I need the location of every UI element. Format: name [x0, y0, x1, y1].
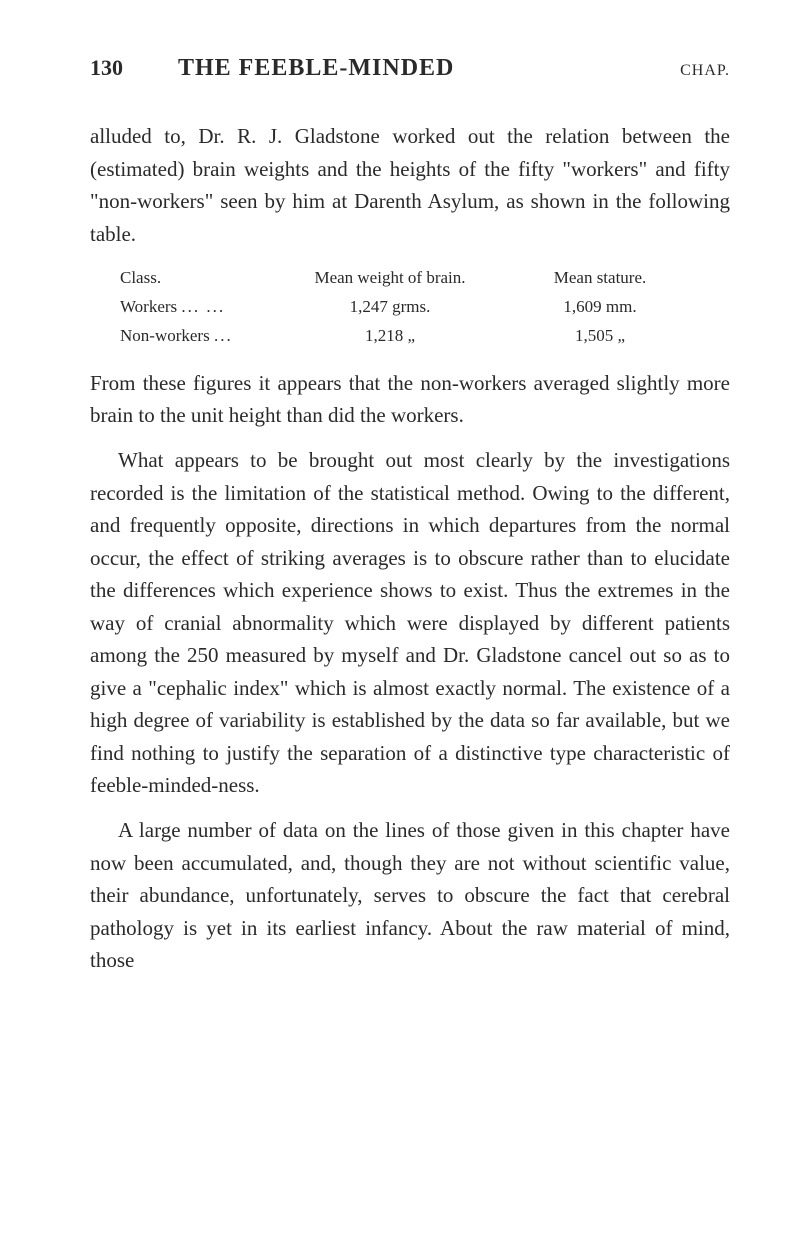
paragraph-4: A large number of data on the lines of t…	[90, 814, 730, 977]
paragraph-2: From these figures it appears that the n…	[90, 367, 730, 432]
table-cell-stature: 1,505 „	[510, 322, 690, 351]
dots: ...	[214, 326, 233, 345]
dots: ... ...	[181, 297, 225, 316]
class-label: Non-workers	[120, 326, 210, 345]
paragraph-3: What appears to be brought out most clea…	[90, 444, 730, 802]
table-cell-class: Non-workers ...	[90, 322, 270, 351]
table-header-row: Class. Mean weight of brain. Mean statur…	[90, 264, 730, 293]
table-cell-weight: 1,218 „	[270, 322, 510, 351]
table-cell-class: Workers ... ...	[90, 293, 270, 322]
page-title: THE FEEBLE-MINDED	[178, 55, 680, 82]
table-header-class: Class.	[90, 264, 270, 293]
table-header-weight: Mean weight of brain.	[270, 264, 510, 293]
table-row-workers: Workers ... ... 1,247 grms. 1,609 mm.	[90, 293, 730, 322]
table-header-stature: Mean stature.	[510, 264, 690, 293]
table-cell-weight: 1,247 grms.	[270, 293, 510, 322]
chapter-label: CHAP.	[680, 62, 730, 80]
table-row-nonworkers: Non-workers ... 1,218 „ 1,505 „	[90, 322, 730, 351]
page-header: 130 THE FEEBLE-MINDED CHAP.	[90, 55, 730, 82]
data-table: Class. Mean weight of brain. Mean statur…	[90, 264, 730, 351]
page-number: 130	[90, 55, 123, 81]
table-cell-stature: 1,609 mm.	[510, 293, 690, 322]
paragraph-1: alluded to, Dr. R. J. Gladstone worked o…	[90, 120, 730, 250]
class-label: Workers	[120, 297, 177, 316]
